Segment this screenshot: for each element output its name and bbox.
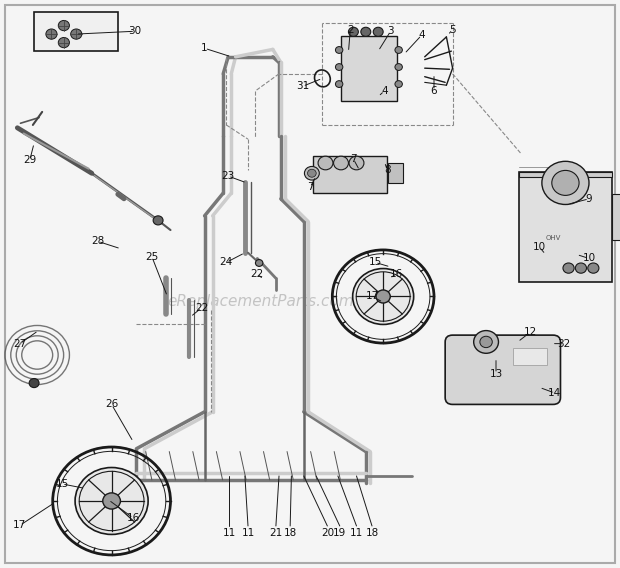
Text: 11: 11 <box>241 528 255 538</box>
Circle shape <box>552 170 579 195</box>
Text: 6: 6 <box>431 86 437 96</box>
Circle shape <box>353 269 414 324</box>
Text: 26: 26 <box>105 399 118 410</box>
Text: eReplacementParts.com: eReplacementParts.com <box>167 294 354 308</box>
Text: 12: 12 <box>523 327 537 337</box>
Text: 21: 21 <box>269 528 283 538</box>
Text: 11: 11 <box>350 528 363 538</box>
Circle shape <box>395 47 402 53</box>
Text: 11: 11 <box>223 528 236 538</box>
Text: 20: 20 <box>321 528 334 538</box>
Text: 23: 23 <box>221 171 235 181</box>
Text: 7: 7 <box>350 154 356 164</box>
Circle shape <box>588 263 599 273</box>
Text: 9: 9 <box>586 194 592 204</box>
Circle shape <box>71 29 82 39</box>
Text: 8: 8 <box>384 165 391 176</box>
Text: 2: 2 <box>347 24 353 35</box>
Circle shape <box>335 81 343 87</box>
Circle shape <box>335 64 343 70</box>
Circle shape <box>373 27 383 36</box>
Text: 29: 29 <box>23 155 37 165</box>
Circle shape <box>361 27 371 36</box>
Bar <box>388 163 403 183</box>
Text: 17: 17 <box>365 291 379 302</box>
Circle shape <box>46 29 57 39</box>
Text: 4: 4 <box>418 30 425 40</box>
Circle shape <box>29 378 39 387</box>
Text: 15: 15 <box>368 257 382 268</box>
Text: 1: 1 <box>202 43 208 53</box>
Text: 15: 15 <box>55 479 69 489</box>
Circle shape <box>318 156 333 170</box>
Bar <box>612 194 620 240</box>
Bar <box>519 172 612 177</box>
Bar <box>313 156 388 193</box>
Circle shape <box>563 263 574 273</box>
Text: 16: 16 <box>390 269 404 279</box>
FancyBboxPatch shape <box>445 335 560 404</box>
Text: 28: 28 <box>91 236 105 247</box>
Text: 19: 19 <box>333 528 347 538</box>
Circle shape <box>304 166 319 180</box>
Text: 7: 7 <box>307 182 313 193</box>
Text: 30: 30 <box>128 26 142 36</box>
Circle shape <box>103 493 120 509</box>
Circle shape <box>75 467 148 534</box>
Text: OHV: OHV <box>546 235 560 241</box>
Text: 22: 22 <box>250 269 264 279</box>
Text: 3: 3 <box>388 26 394 36</box>
Text: 10: 10 <box>533 242 546 252</box>
Text: 10: 10 <box>582 253 596 264</box>
Circle shape <box>480 336 492 348</box>
Text: 13: 13 <box>489 369 503 379</box>
Text: 31: 31 <box>296 81 309 91</box>
Circle shape <box>334 156 348 170</box>
Text: 14: 14 <box>548 388 562 398</box>
Circle shape <box>348 27 358 36</box>
Text: 22: 22 <box>195 303 208 313</box>
Text: 32: 32 <box>557 339 571 349</box>
Circle shape <box>255 260 263 266</box>
Circle shape <box>308 169 316 177</box>
Text: 4: 4 <box>381 86 388 96</box>
Circle shape <box>349 156 364 170</box>
Circle shape <box>58 20 69 31</box>
Circle shape <box>335 47 343 53</box>
Bar <box>519 172 612 282</box>
Bar <box>34 12 118 51</box>
Circle shape <box>542 161 589 204</box>
Circle shape <box>575 263 587 273</box>
Text: 17: 17 <box>13 520 27 531</box>
Circle shape <box>153 216 163 225</box>
Circle shape <box>395 81 402 87</box>
Bar <box>513 348 547 365</box>
Text: 27: 27 <box>13 339 27 349</box>
Text: 5: 5 <box>450 24 456 35</box>
Text: 18: 18 <box>283 528 297 538</box>
Text: 24: 24 <box>219 257 233 268</box>
Text: 18: 18 <box>365 528 379 538</box>
Text: 16: 16 <box>126 513 140 523</box>
Circle shape <box>376 290 390 303</box>
Circle shape <box>474 331 498 353</box>
Bar <box>341 36 397 101</box>
Circle shape <box>395 64 402 70</box>
Text: 25: 25 <box>145 252 159 262</box>
Circle shape <box>58 37 69 48</box>
